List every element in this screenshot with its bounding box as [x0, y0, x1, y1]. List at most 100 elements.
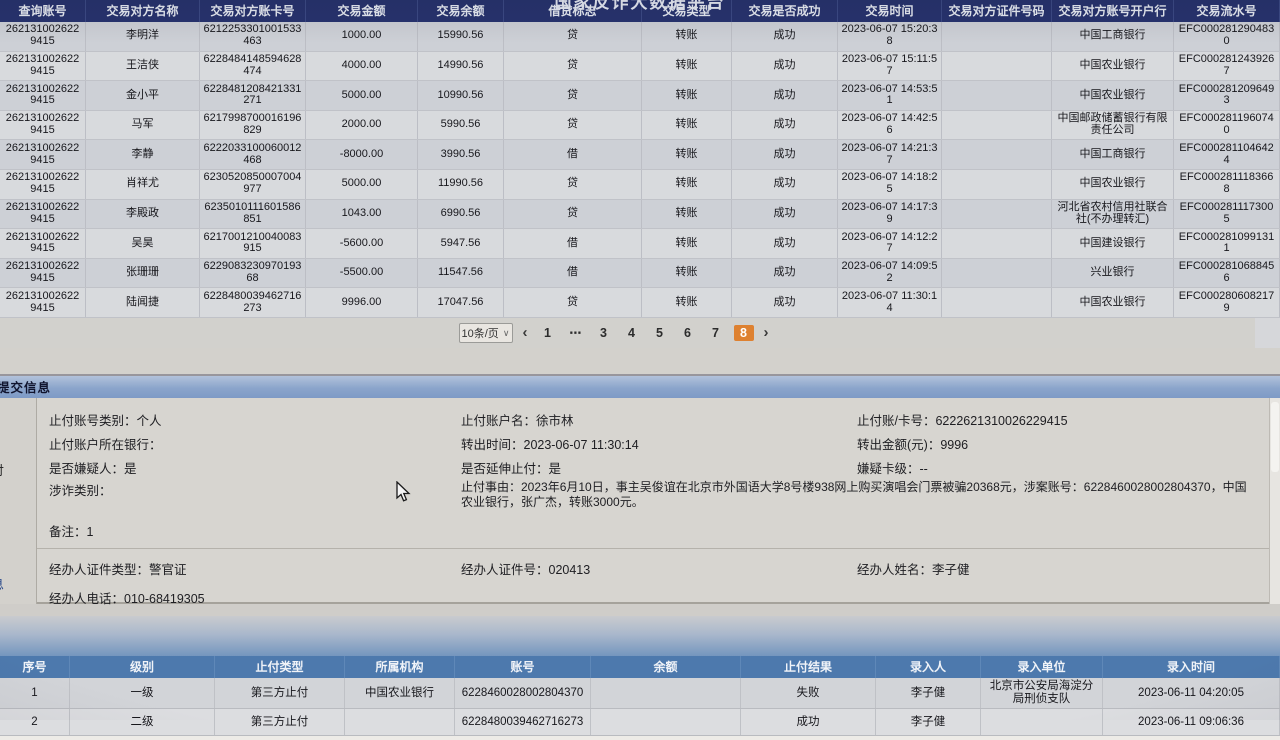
table-cell: 6222033100060012468 [200, 140, 306, 169]
table-cell: 成功 [732, 110, 838, 140]
table-cell: 2023-06-07 14:18:25 [838, 169, 942, 199]
platform-title: 国家反诈大数据平台 [554, 0, 726, 12]
table-cell: 兴业银行 [1052, 258, 1174, 288]
table-cell: 6228481208421331271 [200, 81, 306, 110]
table-cell: 金小平 [86, 81, 200, 110]
field-stop-card-number: 止付账/卡号：6222621310026229415 [857, 414, 1068, 429]
table-cell: 成功 [732, 199, 838, 229]
page-button[interactable]: 5 [656, 325, 663, 340]
table-cell: 北京市公安局海淀分局刑侦支队 [981, 677, 1103, 708]
prev-page-button[interactable]: ‹ [522, 324, 528, 342]
table-cell: 中国农业银行 [1052, 169, 1174, 199]
field-stop-reason: 止付事由：2023年6月10日，事主吴俊谊在北京市外国语大学8号楼938网上购买… [461, 479, 1247, 509]
table-cell: 肖祥尤 [86, 169, 200, 199]
table-cell: 中国建设银行 [1052, 229, 1174, 258]
partial-glyph: 息 [0, 574, 4, 593]
table-header-row: 序号 级别 止付类型 所属机构 账号 余额 止付结果 录入人 录入单位 录入时间 [0, 655, 1280, 678]
field-stop-account-name: 止付账户名：徐市林 [461, 414, 574, 429]
table-cell: 中国农业银行 [345, 677, 455, 708]
table-cell: 11990.56 [418, 169, 504, 199]
column-header: 余额 [591, 655, 741, 678]
column-header: 所属机构 [345, 655, 455, 678]
table-cell: 吴昊 [86, 229, 200, 258]
table-cell: 2621310026229415 [0, 51, 86, 81]
table-cell: 张珊珊 [86, 258, 200, 288]
table-cell: 2023-06-07 11:30:14 [838, 288, 942, 317]
table-cell: 成功 [732, 288, 838, 317]
table-cell: 李殿政 [86, 199, 200, 229]
table-row: 2621310026229415 肖祥尤 6230520850007004977 50… [0, 169, 1280, 200]
table-cell: 成功 [732, 51, 838, 81]
table-cell: 6212253301001533463 [200, 22, 306, 51]
column-header: 账号 [455, 655, 591, 678]
table-cell: 11547.56 [418, 258, 504, 288]
table-cell: EFC0002806082179 [1174, 288, 1280, 317]
table-cell: 2621310026229415 [0, 140, 86, 169]
table-cell: 2621310026229415 [0, 81, 86, 110]
submit-info-title: 提交信息 [0, 381, 52, 396]
table-cell [942, 140, 1052, 169]
field-transfer-amount: 转出金额(元)：9996 [857, 438, 969, 453]
table-cell: 第三方止付 [215, 677, 345, 708]
table-cell: 4000.00 [306, 51, 418, 81]
page-size-select[interactable]: 10条/页 ∨ [458, 322, 513, 343]
table-cell: 李明洋 [86, 22, 200, 51]
table-cell: 6230520850007004977 [200, 169, 306, 199]
table-cell: EFC0002810991311 [1174, 229, 1280, 258]
table-cell: 2023-06-07 14:12:27 [838, 229, 942, 258]
table-cell [942, 229, 1052, 258]
table-row: 2 二级 第三方止付 6228480039462716273 成功 李子健 2023-06-… [0, 708, 1280, 736]
page-button[interactable]: 3 [600, 325, 607, 340]
page-button[interactable]: 4 [628, 325, 635, 340]
table-cell: 9996.00 [306, 288, 418, 317]
column-header: 止付结果 [741, 655, 876, 678]
next-page-button[interactable]: › [763, 324, 769, 342]
table-cell [942, 199, 1052, 229]
table-cell: 第三方止付 [215, 708, 345, 735]
table-cell: 2023-06-11 09:06:36 [1103, 708, 1280, 735]
table-cell: 马军 [86, 110, 200, 140]
page-button[interactable]: 7 [712, 325, 719, 340]
table-header-row: 查询账号 交易对方名称 交易对方账卡号 交易金额 交易余额 借贷标志 交易类型 交易是否成功交… [0, 0, 1280, 22]
table-cell [942, 81, 1052, 110]
table-cell: 贷 [504, 51, 642, 81]
table-cell: 2621310026229415 [0, 110, 86, 140]
page-button[interactable]: 1 [544, 325, 551, 340]
table-cell: 5947.56 [418, 229, 504, 258]
table-cell: EFC0002811183668 [1174, 169, 1280, 199]
table-cell: 李子健 [876, 677, 981, 708]
table-cell [591, 677, 741, 708]
table-body: 1 一级 第三方止付 中国农业银行 6228460028002804370 失败 李子健 北京… [0, 677, 1280, 736]
table-cell: 陆闻捷 [86, 288, 200, 317]
column-header: 交易时间 [838, 0, 942, 22]
table-cell: -5500.00 [306, 258, 418, 288]
scrollbar[interactable] [1269, 397, 1280, 604]
column-header: 借贷标志 [504, 0, 642, 22]
table-cell: 2023-06-07 15:11:57 [838, 51, 942, 81]
left-sidebar-strip: 付 息 [0, 397, 37, 604]
page-buttons: 1 ⋯ 3 4 5 6 7 8 [538, 324, 754, 341]
scrollbar-thumb[interactable] [1271, 401, 1279, 472]
table-cell: 转账 [642, 110, 732, 140]
table-row: 2621310026229415 吴昊 6217001210040083915 -56… [0, 229, 1280, 259]
page-button[interactable]: 8 [733, 324, 754, 341]
table-cell: 2023-06-07 14:42:56 [838, 110, 942, 140]
table-cell: EFC0002810688456 [1174, 258, 1280, 288]
table-cell: 失败 [741, 677, 876, 708]
table-cell: EFC0002811046424 [1174, 140, 1280, 169]
column-header: 查询账号 [0, 0, 86, 22]
table-cell: 成功 [732, 229, 838, 258]
table-cell: 转账 [642, 288, 732, 317]
field-officer-cert-type: 经办人证件类型：警官证 [49, 563, 187, 578]
table-cell: 6228460028002804370 [455, 677, 591, 708]
table-row: 1 一级 第三方止付 中国农业银行 6228460028002804370 失败 李子健 北京… [0, 677, 1280, 709]
table-cell: EFC0002812096493 [1174, 81, 1280, 110]
table-cell: 10990.56 [418, 81, 504, 110]
submit-info-header: 提交信息 [0, 375, 1280, 398]
table-cell: 中国工商银行 [1052, 140, 1174, 169]
table-cell: 贷 [504, 110, 642, 140]
table-cell: EFC0002811173005 [1174, 199, 1280, 229]
table-row: 2621310026229415 李明洋 6212253301001533463 10… [0, 22, 1280, 52]
field-fraud-category: 涉诈类别： [49, 483, 112, 498]
page-button[interactable]: 6 [684, 325, 691, 340]
